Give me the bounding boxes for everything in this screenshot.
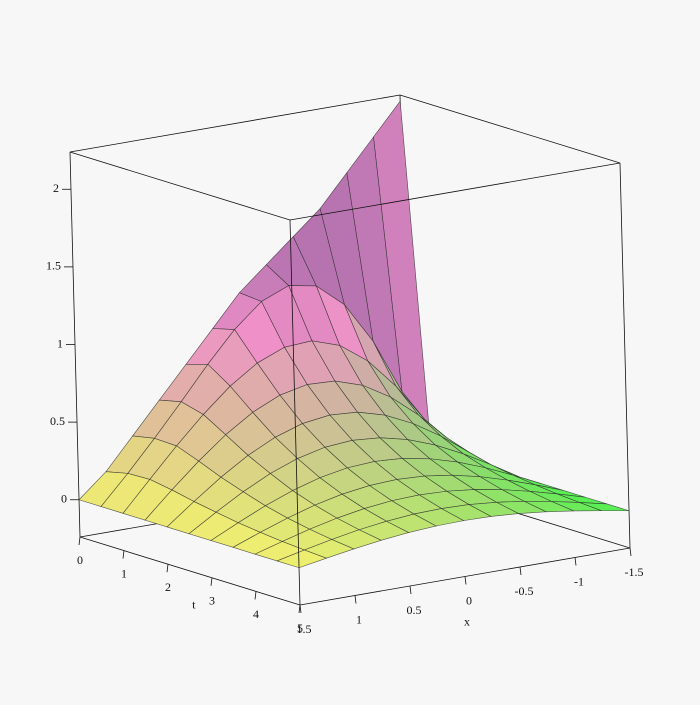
t-tick [78, 536, 81, 546]
x-tick-label: -1 [574, 574, 584, 588]
x-tick-label: 1 [356, 612, 362, 626]
box-edge [619, 162, 631, 549]
t-tick [166, 564, 169, 573]
x-tick-label: 0.5 [407, 603, 422, 617]
x-tick [629, 547, 632, 557]
x-tick-label: -1.5 [625, 565, 644, 579]
x-tick [464, 576, 467, 585]
t-tick [254, 591, 257, 600]
box-edge [289, 162, 621, 221]
x-tick-label: 0 [466, 593, 472, 607]
x-tick [574, 557, 577, 566]
box-edge [79, 536, 301, 606]
x-tick [519, 566, 522, 576]
t-axis-label: t [192, 597, 196, 611]
box-edge [289, 219, 301, 606]
t-tick-label: 4 [253, 607, 259, 621]
t-tick [122, 550, 125, 559]
t-tick [210, 577, 213, 586]
t-tick-label: 1 [121, 566, 127, 580]
x-axis-label: x [464, 614, 470, 628]
x-tick [409, 585, 412, 595]
x-tick-label: 1.5 [297, 622, 312, 636]
z-tick-label: 1.5 [46, 259, 61, 273]
z-tick-label: 0 [61, 491, 67, 505]
t-tick-label: 3 [209, 594, 215, 608]
t-tick-label: 2 [165, 580, 171, 594]
t-tick-label: 0 [77, 553, 83, 567]
x-tick [299, 604, 302, 614]
z-tick-label: 0.5 [50, 414, 65, 428]
t-tick-label: 5 [297, 621, 303, 635]
z-tick-label: 1 [57, 336, 63, 350]
box-edge [69, 94, 401, 153]
box-edge [399, 94, 621, 164]
surface [78, 100, 630, 569]
x-tick-label: -0.5 [515, 584, 534, 598]
box-edge [69, 151, 291, 221]
z-tick-label: 2 [53, 181, 59, 195]
x-tick [354, 595, 357, 604]
